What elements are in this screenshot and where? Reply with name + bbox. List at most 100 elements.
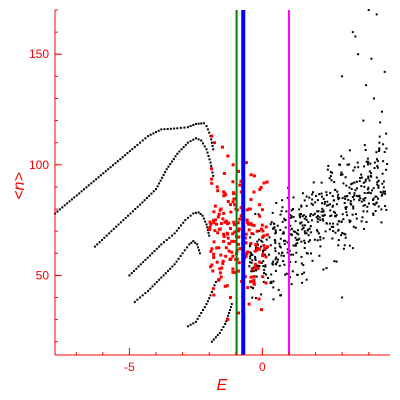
scatter-point bbox=[331, 195, 334, 198]
scatter-point bbox=[318, 216, 321, 219]
scatter-point bbox=[236, 242, 240, 246]
scatter-point bbox=[258, 264, 261, 267]
curve-point bbox=[178, 150, 181, 153]
curve-point bbox=[156, 185, 159, 188]
scatter-point bbox=[225, 284, 229, 288]
scatter-point bbox=[255, 269, 258, 272]
scatter-point bbox=[321, 207, 324, 210]
curve-point bbox=[133, 300, 136, 303]
scatter-point bbox=[334, 188, 337, 191]
scatter-point bbox=[212, 219, 215, 222]
curve-point bbox=[133, 270, 135, 272]
scatter-point bbox=[363, 165, 366, 168]
scatter-point bbox=[250, 223, 254, 227]
curve-point bbox=[209, 294, 212, 297]
scatter-point bbox=[224, 193, 228, 197]
scatter-point bbox=[213, 141, 216, 145]
scatter-point bbox=[323, 200, 326, 203]
scatter-point bbox=[292, 253, 295, 256]
scatter-point bbox=[292, 196, 295, 199]
scatter-point bbox=[375, 195, 378, 198]
curve-point bbox=[196, 243, 199, 246]
scatter-point bbox=[222, 235, 226, 238]
scatter-point bbox=[339, 173, 342, 176]
curve-point bbox=[208, 297, 211, 300]
scatter-point bbox=[331, 205, 334, 208]
curve-point bbox=[194, 241, 197, 244]
scatter-point bbox=[313, 212, 316, 215]
scatter-point bbox=[374, 210, 377, 212]
scatter-point bbox=[353, 192, 356, 195]
scatter-point bbox=[296, 238, 299, 241]
scatter-point bbox=[236, 269, 240, 273]
scatter-point bbox=[323, 202, 326, 205]
scatter-point bbox=[231, 254, 235, 258]
curve-point bbox=[160, 243, 163, 246]
scatter-point bbox=[356, 161, 359, 164]
scatter-point bbox=[379, 121, 382, 124]
scatter-point bbox=[372, 202, 375, 205]
scatter-point bbox=[376, 183, 379, 186]
scatter-point bbox=[222, 172, 226, 175]
scatter-point bbox=[226, 154, 230, 158]
scatter-point bbox=[284, 239, 287, 242]
scatter-point bbox=[365, 221, 368, 223]
curve-point bbox=[139, 141, 142, 144]
scatter-point bbox=[322, 219, 325, 222]
curve-point bbox=[229, 309, 231, 311]
scatter-point bbox=[321, 195, 324, 198]
scatter-point bbox=[211, 269, 215, 273]
scatter-point bbox=[340, 155, 343, 158]
scatter-point bbox=[337, 244, 340, 247]
curve-point bbox=[141, 294, 144, 297]
scatter-point bbox=[210, 177, 214, 181]
scatter-point bbox=[300, 240, 303, 243]
curve-point bbox=[121, 156, 124, 159]
scatter-point bbox=[384, 190, 386, 193]
scatter-point bbox=[366, 192, 369, 194]
scatter-point bbox=[362, 210, 365, 213]
scatter-point bbox=[358, 194, 361, 197]
scatter-point bbox=[295, 251, 298, 254]
scatter-point bbox=[280, 294, 282, 297]
scatter-point bbox=[258, 230, 261, 233]
curve-point bbox=[167, 165, 170, 168]
scatter-point bbox=[212, 210, 216, 214]
scatter-point bbox=[233, 230, 237, 234]
scatter-point bbox=[218, 271, 222, 275]
scatter-point bbox=[290, 283, 293, 286]
scatter-point bbox=[259, 185, 263, 189]
scatter-point bbox=[251, 254, 254, 257]
curve-point bbox=[141, 139, 144, 142]
scatter-point bbox=[274, 229, 277, 232]
scatter-point bbox=[222, 239, 226, 243]
scatter-point bbox=[372, 187, 375, 190]
reference-lines bbox=[235, 10, 290, 355]
curve-point bbox=[151, 285, 154, 288]
scatter-point bbox=[320, 210, 323, 213]
scatter-point bbox=[370, 172, 372, 175]
scatter-point bbox=[260, 293, 263, 296]
scatter-point bbox=[308, 196, 311, 199]
scatter-point bbox=[262, 244, 266, 248]
scatter-point bbox=[359, 197, 362, 200]
curve-point bbox=[165, 239, 168, 241]
scatter-point bbox=[260, 208, 264, 212]
scatter-point bbox=[359, 177, 362, 179]
scatter-point bbox=[382, 180, 385, 183]
scatter-point bbox=[305, 218, 308, 221]
scatter-point bbox=[297, 233, 300, 236]
scatter-point bbox=[375, 151, 378, 154]
scatter-point bbox=[333, 260, 336, 263]
scatter-point bbox=[303, 199, 306, 202]
scatter-point bbox=[349, 202, 352, 205]
curve-point bbox=[206, 128, 209, 131]
scatter-point bbox=[258, 203, 261, 207]
scatter-point bbox=[335, 214, 338, 217]
scatter-point bbox=[301, 192, 304, 195]
scatter-point bbox=[244, 161, 248, 165]
scatter-point bbox=[262, 181, 266, 185]
scatter-point bbox=[298, 237, 301, 240]
scatter-point bbox=[299, 216, 302, 219]
scatter-point bbox=[348, 186, 351, 189]
